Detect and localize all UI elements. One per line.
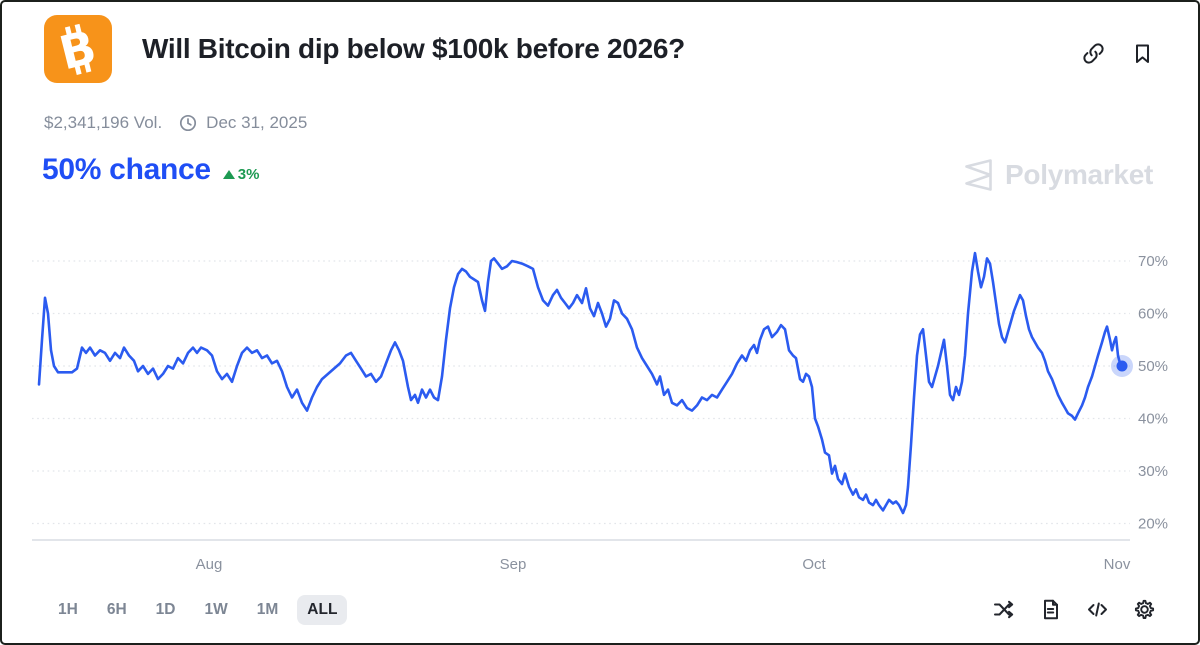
bitcoin-logo: B xyxy=(44,15,112,83)
volume-label: $2,341,196 Vol. xyxy=(44,113,163,132)
y-axis-tick: 60% xyxy=(1138,306,1168,323)
end-date-label: Dec 31, 2025 xyxy=(206,113,308,132)
page-title: Will Bitcoin dip below $100k before 2026… xyxy=(142,33,685,64)
chance-row: 50% chance 3% xyxy=(42,153,259,187)
copy-link-icon[interactable] xyxy=(1082,42,1105,65)
x-axis-tick: Sep xyxy=(500,556,527,573)
clock-icon xyxy=(180,114,197,132)
chance-delta-value: 3% xyxy=(237,166,260,183)
polymarket-logo-icon xyxy=(965,159,992,191)
code-icon[interactable] xyxy=(1086,598,1109,621)
y-axis-tick: 40% xyxy=(1138,411,1168,428)
range-button-1m[interactable]: 1M xyxy=(256,601,279,618)
range-button-6h[interactable]: 6H xyxy=(106,601,127,618)
arrow-up-icon xyxy=(222,170,235,179)
chance-delta: 3% xyxy=(222,166,260,183)
y-axis-tick: 70% xyxy=(1138,253,1168,270)
document-icon[interactable] xyxy=(1039,598,1062,621)
range-button-all[interactable]: ALL xyxy=(297,595,348,625)
y-axis-tick: 30% xyxy=(1138,463,1168,480)
y-axis-tick: 50% xyxy=(1138,358,1168,375)
range-button-1h[interactable]: 1H xyxy=(58,601,78,618)
x-axis-tick: Aug xyxy=(196,556,223,573)
market-meta: $2,341,196 Vol. Dec 31, 2025 xyxy=(44,113,307,133)
current-point-dot xyxy=(1116,360,1128,372)
range-button-1d[interactable]: 1D xyxy=(155,601,176,618)
probability-line xyxy=(37,251,1124,515)
y-axis-tick: 20% xyxy=(1138,516,1168,533)
settings-icon[interactable] xyxy=(1133,598,1156,621)
shuffle-icon[interactable] xyxy=(992,598,1015,621)
x-axis-tick: Nov xyxy=(1104,556,1131,573)
range-button-1w[interactable]: 1W xyxy=(204,601,228,618)
time-range-selector: 1H 6H 1D 1W 1M ALL xyxy=(48,595,348,625)
polymarket-wordmark: Polymarket xyxy=(1005,159,1153,190)
chance-value: 50% chance xyxy=(42,153,211,186)
x-axis-tick: Oct xyxy=(802,556,826,573)
polymarket-watermark: Polymarket xyxy=(962,157,1153,193)
bookmark-icon[interactable] xyxy=(1131,42,1154,65)
bitcoin-icon: B xyxy=(54,20,101,81)
